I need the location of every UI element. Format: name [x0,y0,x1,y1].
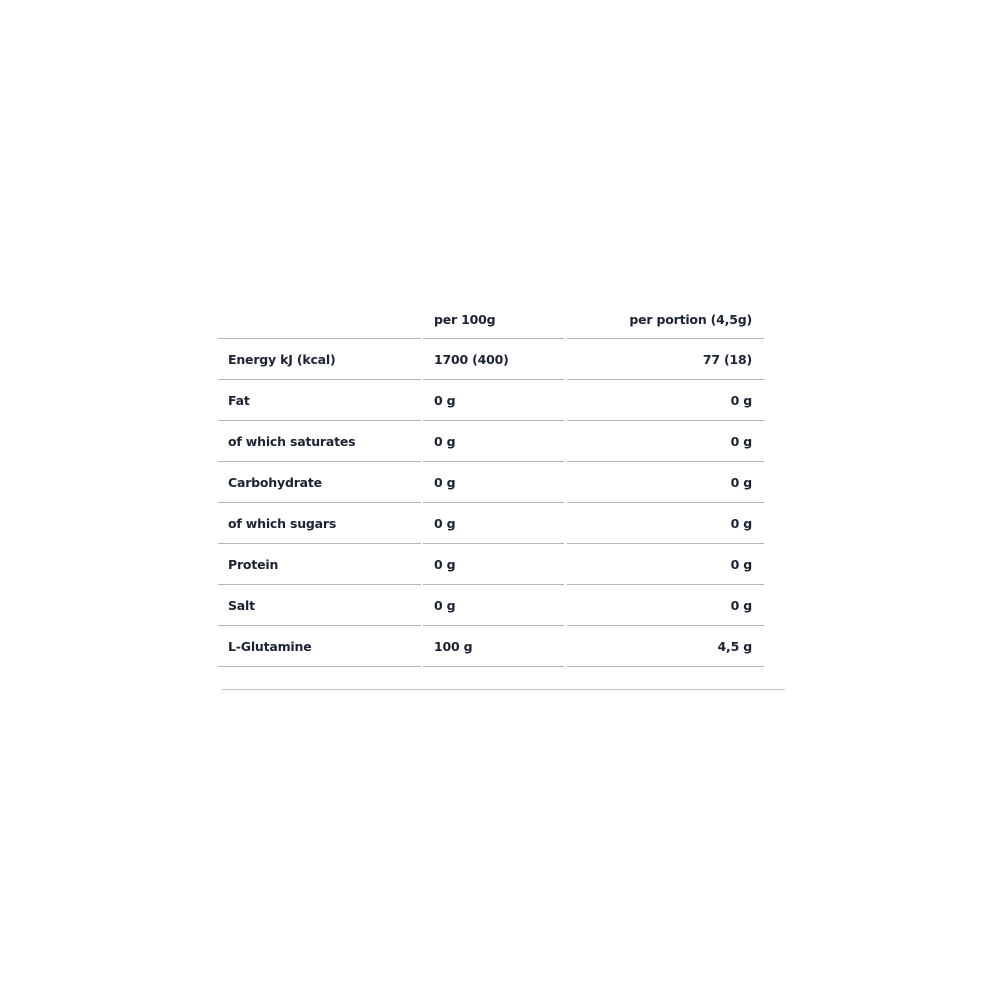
value-per-portion: 4,5 g [567,626,764,667]
nutrient-name: of which sugars [218,503,421,544]
value-per-100g: 0 g [423,503,564,544]
table-header-row: per 100g per portion (4,5g) [218,300,764,339]
value-per-portion: 77 (18) [567,339,764,380]
header-nutrient [218,300,421,339]
value-per-100g: 0 g [423,462,564,503]
table-row: L-Glutamine 100 g 4,5 g [218,626,764,667]
value-per-portion: 0 g [567,544,764,585]
table-row: Energy kJ (kcal) 1700 (400) 77 (18) [218,339,764,380]
value-per-portion: 0 g [567,380,764,421]
nutrient-name: of which saturates [218,421,421,462]
nutrient-name: L-Glutamine [218,626,421,667]
value-per-100g: 100 g [423,626,564,667]
value-per-100g: 0 g [423,421,564,462]
value-per-100g: 0 g [423,544,564,585]
header-per-portion: per portion (4,5g) [567,300,764,339]
value-per-portion: 0 g [567,421,764,462]
nutrient-name: Energy kJ (kcal) [218,339,421,380]
nutrient-name: Carbohydrate [218,462,421,503]
nutrition-table: per 100g per portion (4,5g) Energy kJ (k… [218,300,764,667]
value-per-100g: 0 g [423,380,564,421]
bottom-divider [222,689,785,690]
header-per-100g: per 100g [423,300,564,339]
nutrient-name: Salt [218,585,421,626]
value-per-100g: 1700 (400) [423,339,564,380]
value-per-portion: 0 g [567,585,764,626]
value-per-100g: 0 g [423,585,564,626]
value-per-portion: 0 g [567,503,764,544]
nutrient-name: Protein [218,544,421,585]
nutrient-name: Fat [218,380,421,421]
value-per-portion: 0 g [567,462,764,503]
